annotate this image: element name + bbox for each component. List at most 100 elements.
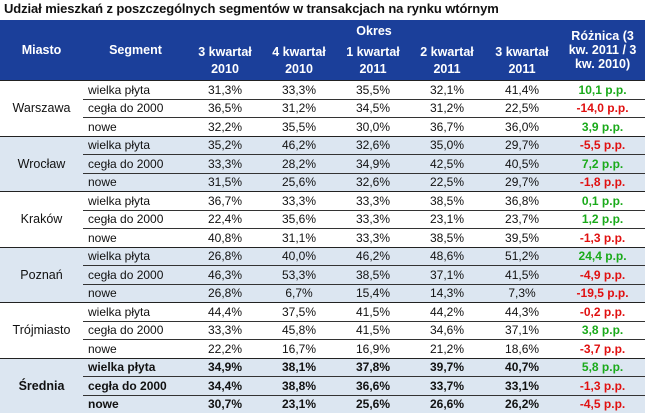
value-cell: 31,2% xyxy=(262,98,336,118)
segment-cell: wielka płyta xyxy=(83,191,188,210)
segment-cell: nowe xyxy=(83,117,188,136)
value-cell: 21,2% xyxy=(410,339,484,358)
diff-cell: -3,7 p.p. xyxy=(560,339,645,358)
diff-cell: 3,9 p.p. xyxy=(560,117,645,136)
diff-cell: 1,2 p.p. xyxy=(560,209,645,229)
value-cell: 35,5% xyxy=(336,80,410,99)
value-cell: 48,6% xyxy=(410,246,484,266)
diff-cell: -1,3 p.p. xyxy=(560,228,645,247)
diff-cell: -5,5 p.p. xyxy=(560,135,645,155)
segment-cell: wielka płyta xyxy=(83,302,188,321)
value-cell: 53,3% xyxy=(262,265,336,284)
value-cell: 37,8% xyxy=(336,357,410,377)
table-row: nowe 26,8% 6,7% 15,4% 14,3% 7,3% -19,5 p.p. xyxy=(0,283,645,303)
table-row: cegła do 2000 34,4% 38,8% 36,6% 33,7% 33,1% -1… xyxy=(0,376,645,395)
segment-cell: nowe xyxy=(83,172,188,192)
table-row: cegła do 2000 33,3% 28,2% 34,9% 42,5% 40,5% 7,… xyxy=(0,154,645,173)
diff-cell: 10,1 p.p. xyxy=(560,80,645,99)
segment-cell: cegła do 2000 xyxy=(83,265,188,284)
value-cell: 46,2% xyxy=(262,135,336,155)
segment-cell: wielka płyta xyxy=(83,357,188,377)
value-cell: 35,5% xyxy=(262,117,336,136)
city-cell: Wrocław xyxy=(0,135,83,192)
value-cell: 51,2% xyxy=(484,246,561,266)
table-row: nowe 32,2% 35,5% 30,0% 36,7% 36,0% 3,9 p.p. xyxy=(0,117,645,136)
value-cell: 26,8% xyxy=(188,283,262,303)
diff-cell: 7,2 p.p. xyxy=(560,154,645,173)
value-cell: 45,8% xyxy=(262,320,336,340)
city-cell: Warszawa xyxy=(0,80,83,136)
value-cell: 41,5% xyxy=(336,320,410,340)
header-city: Miasto xyxy=(0,20,83,81)
value-cell: 33,3% xyxy=(336,209,410,229)
value-cell: 46,3% xyxy=(188,265,262,284)
value-cell: 36,7% xyxy=(410,117,484,136)
header-period-3: 1 kwartał 2011 xyxy=(336,42,410,81)
value-cell: 38,5% xyxy=(336,265,410,284)
value-cell: 36,5% xyxy=(188,98,262,118)
value-cell: 23,1% xyxy=(410,209,484,229)
value-cell: 23,7% xyxy=(484,209,561,229)
diff-cell: -4,9 p.p. xyxy=(560,265,645,284)
header-period-2: 4 kwartał 2010 xyxy=(262,42,336,81)
value-cell: 44,3% xyxy=(484,302,561,321)
value-cell: 25,6% xyxy=(262,172,336,192)
header-period-1: 3 kwartał 2010 xyxy=(188,42,262,81)
value-cell: 42,5% xyxy=(410,154,484,173)
value-cell: 29,7% xyxy=(484,172,561,192)
diff-cell: -14,0 p.p. xyxy=(560,98,645,118)
header-period-4: 2 kwartał 2011 xyxy=(410,42,484,81)
table-row: nowe 40,8% 31,1% 33,3% 38,5% 39,5% -1,3 p.p. xyxy=(0,228,645,247)
value-cell: 34,4% xyxy=(188,376,262,395)
value-cell: 37,1% xyxy=(484,320,561,340)
value-cell: 32,6% xyxy=(336,172,410,192)
value-cell: 14,3% xyxy=(410,283,484,303)
value-cell: 22,4% xyxy=(188,209,262,229)
value-cell: 41,5% xyxy=(484,265,561,284)
value-cell: 35,2% xyxy=(188,135,262,155)
table-row: cegła do 2000 36,5% 31,2% 34,5% 31,2% 22,5% -1… xyxy=(0,98,645,118)
value-cell: 18,6% xyxy=(484,339,561,358)
header-period-5: 3 kwartał 2011 xyxy=(484,42,561,81)
value-cell: 36,8% xyxy=(484,191,561,210)
diff-cell: -4,5 p.p. xyxy=(560,394,645,413)
diff-cell: -1,3 p.p. xyxy=(560,376,645,395)
value-cell: 26,2% xyxy=(484,394,561,413)
value-cell: 26,8% xyxy=(188,246,262,266)
value-cell: 33,1% xyxy=(484,376,561,395)
value-cell: 39,7% xyxy=(410,357,484,377)
value-cell: 37,1% xyxy=(410,265,484,284)
value-cell: 34,9% xyxy=(336,154,410,173)
value-cell: 41,4% xyxy=(484,80,561,99)
diff-cell: 3,8 p.p. xyxy=(560,320,645,340)
value-cell: 33,3% xyxy=(262,80,336,99)
value-cell: 34,9% xyxy=(188,357,262,377)
value-cell: 22,5% xyxy=(484,98,561,118)
value-cell: 38,5% xyxy=(410,191,484,210)
table-row: nowe 22,2% 16,7% 16,9% 21,2% 18,6% -3,7 p.p. xyxy=(0,339,645,358)
value-cell: 23,1% xyxy=(262,394,336,413)
table-row: Warszawa wielka płyta 31,3% 33,3% 35,5% 32,1%… xyxy=(0,80,645,136)
segment-cell: cegła do 2000 xyxy=(83,376,188,395)
value-cell: 34,6% xyxy=(410,320,484,340)
city-cell: Poznań xyxy=(0,246,83,303)
value-cell: 40,7% xyxy=(484,357,561,377)
value-cell: 44,4% xyxy=(188,302,262,321)
value-cell: 32,6% xyxy=(336,135,410,155)
value-cell: 33,3% xyxy=(336,191,410,210)
value-cell: 32,1% xyxy=(410,80,484,99)
value-cell: 22,5% xyxy=(410,172,484,192)
diff-cell: -0,2 p.p. xyxy=(560,302,645,321)
value-cell: 37,5% xyxy=(262,302,336,321)
city-cell: Średnia xyxy=(0,357,83,413)
value-cell: 36,0% xyxy=(484,117,561,136)
segment-cell: nowe xyxy=(83,394,188,413)
value-cell: 30,7% xyxy=(188,394,262,413)
value-cell: 46,2% xyxy=(336,246,410,266)
value-cell: 38,5% xyxy=(410,228,484,247)
segment-cell: wielka płyta xyxy=(83,80,188,99)
diff-cell: 0,1 p.p. xyxy=(560,191,645,210)
table-row: Poznań wielka płyta 26,8% 40,0% 46,2% 48,6% 51… xyxy=(0,246,645,303)
value-cell: 40,8% xyxy=(188,228,262,247)
value-cell: 36,7% xyxy=(188,191,262,210)
